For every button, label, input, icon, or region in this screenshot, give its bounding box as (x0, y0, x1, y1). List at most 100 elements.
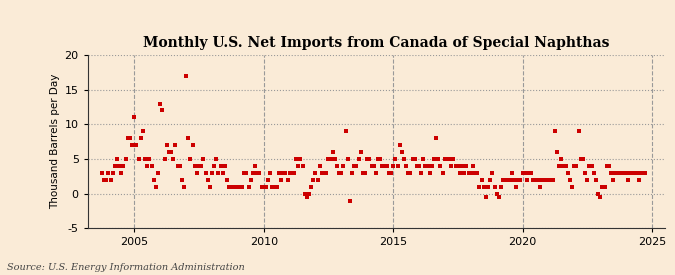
Point (556, 157, 567, 161)
Point (513, 178, 524, 182)
Point (254, 170, 265, 175)
Point (636, 170, 647, 175)
Point (97, 170, 107, 175)
Point (360, 170, 371, 175)
Point (614, 170, 625, 175)
Point (153, 170, 163, 175)
Point (353, 157, 364, 161)
Point (564, 178, 575, 182)
Point (308, 178, 319, 182)
Point (127, 143, 138, 147)
Point (618, 170, 629, 175)
Point (489, 185, 500, 189)
Point (435, 164, 446, 168)
Point (554, 164, 565, 168)
Point (515, 178, 526, 182)
Point (234, 185, 245, 189)
Point (532, 178, 543, 182)
Point (165, 150, 176, 154)
Point (392, 164, 403, 168)
Point (250, 164, 261, 168)
Point (275, 178, 286, 182)
Point (405, 170, 416, 175)
Point (589, 170, 599, 175)
Point (140, 157, 151, 161)
Point (304, 191, 315, 196)
Point (103, 170, 114, 175)
Point (459, 170, 470, 175)
Point (377, 164, 387, 168)
Point (612, 170, 623, 175)
Point (369, 164, 379, 168)
Point (541, 178, 551, 182)
Point (479, 185, 489, 189)
Point (124, 136, 135, 140)
Point (429, 157, 439, 161)
Point (522, 178, 533, 182)
Point (211, 157, 222, 161)
Point (412, 164, 423, 168)
Point (367, 164, 377, 168)
Point (481, 195, 491, 199)
Point (111, 157, 122, 161)
Point (349, 164, 360, 168)
Point (409, 157, 420, 161)
Point (129, 115, 140, 120)
Point (215, 164, 226, 168)
Point (379, 164, 390, 168)
Point (634, 178, 645, 182)
Point (334, 170, 345, 175)
Point (315, 164, 325, 168)
Point (573, 129, 584, 133)
Point (539, 178, 549, 182)
Point (433, 157, 444, 161)
Point (327, 150, 338, 154)
Point (179, 185, 190, 189)
Point (387, 164, 398, 168)
Point (317, 170, 327, 175)
Point (306, 185, 317, 189)
Point (325, 157, 336, 161)
Point (524, 170, 535, 175)
Point (202, 178, 213, 182)
Point (347, 170, 358, 175)
Point (567, 185, 578, 189)
Point (286, 170, 297, 175)
Point (101, 178, 112, 182)
Point (207, 170, 217, 175)
Point (389, 157, 400, 161)
Point (528, 178, 539, 182)
Y-axis label: Thousand Barrels per Day: Thousand Barrels per Day (51, 74, 61, 209)
Point (407, 157, 418, 161)
Point (200, 170, 211, 175)
Point (194, 164, 205, 168)
Point (131, 143, 142, 147)
Point (170, 143, 181, 147)
Point (584, 164, 595, 168)
Point (338, 164, 349, 168)
Point (616, 170, 627, 175)
Point (627, 170, 638, 175)
Point (477, 178, 487, 182)
Point (241, 170, 252, 175)
Point (586, 164, 597, 168)
Point (114, 164, 125, 168)
Point (226, 185, 237, 189)
Point (629, 170, 640, 175)
Point (504, 178, 515, 182)
Point (551, 150, 562, 154)
Point (295, 157, 306, 161)
Point (174, 164, 185, 168)
Point (146, 164, 157, 168)
Point (608, 178, 618, 182)
Point (517, 170, 528, 175)
Point (192, 170, 202, 175)
Point (575, 157, 586, 161)
Point (571, 164, 582, 168)
Point (151, 185, 161, 189)
Point (472, 170, 483, 175)
Point (491, 191, 502, 196)
Point (371, 170, 381, 175)
Point (136, 136, 146, 140)
Point (483, 185, 493, 189)
